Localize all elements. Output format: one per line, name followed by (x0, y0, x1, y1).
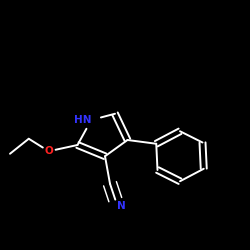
Text: N: N (118, 201, 126, 211)
Text: O: O (44, 146, 53, 156)
Text: HN: HN (74, 115, 91, 125)
